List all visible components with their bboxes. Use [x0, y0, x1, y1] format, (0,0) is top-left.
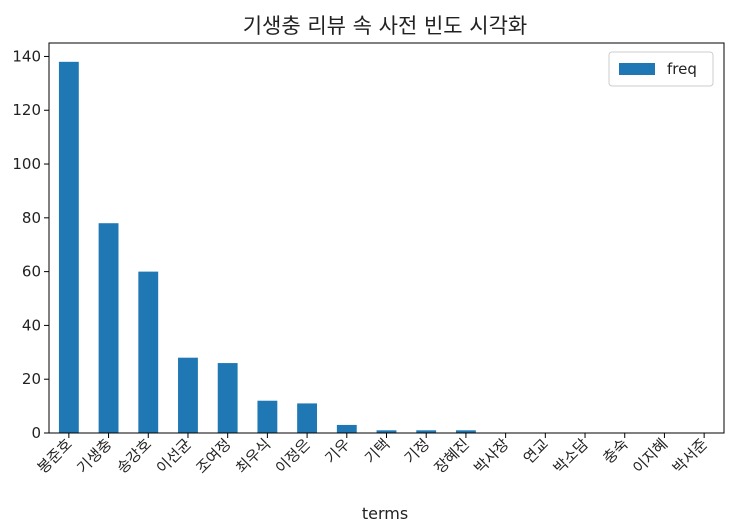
- legend-box: [608, 51, 714, 87]
- y-tick-label-1: 20: [22, 370, 41, 388]
- bar-4: [217, 363, 238, 433]
- bar-2: [138, 271, 159, 433]
- x-tick-label-1: 기생충: [73, 435, 115, 477]
- bar-6: [297, 403, 318, 433]
- bar-7: [336, 424, 357, 433]
- x-tick-label-4: 조여정: [192, 435, 234, 477]
- y-tick-label-7: 140: [12, 47, 41, 65]
- x-tick-label-3: 이선균: [153, 435, 195, 477]
- plot-frame: [48, 42, 725, 434]
- bar-10: [455, 430, 476, 433]
- x-tick-label-5: 최우식: [232, 435, 274, 477]
- x-tick-label-13: 박소담: [550, 435, 592, 477]
- bar-5: [257, 400, 278, 433]
- y-tick-label-2: 40: [22, 316, 41, 334]
- x-tick-label-9: 기정: [401, 435, 433, 467]
- x-tick-label-11: 박사장: [470, 435, 512, 477]
- x-tick-label-12: 연교: [520, 435, 552, 467]
- x-tick-label-10: 장혜진: [431, 435, 473, 477]
- bar-8: [376, 430, 397, 433]
- y-tick-label-3: 60: [22, 263, 41, 281]
- legend-label-freq: freq: [667, 60, 697, 78]
- legend: freq: [608, 51, 714, 87]
- x-tick-label-2: 송강호: [113, 435, 155, 477]
- chart-title: 기생충 리뷰 속 사전 빈도 시각화: [243, 14, 528, 38]
- bar-3: [178, 357, 198, 433]
- x-axis-label: terms: [362, 504, 408, 523]
- bar-1: [98, 223, 119, 433]
- y-tick-label-4: 80: [22, 209, 41, 227]
- x-tick-label-16: 박서준: [669, 435, 711, 477]
- y-tick-label-0: 0: [31, 424, 41, 442]
- x-tick-label-14: 충숙: [599, 435, 631, 467]
- x-tick-label-6: 이정은: [272, 435, 314, 477]
- y-axis: 0 20 40 60 80 100 120 140: [12, 47, 49, 442]
- x-tick-label-15: 이지혜: [629, 435, 671, 477]
- x-tick-label-8: 기택: [361, 435, 393, 467]
- y-tick-label-5: 100: [12, 155, 41, 173]
- y-tick-label-6: 120: [12, 101, 41, 119]
- bar-9: [416, 430, 437, 433]
- legend-swatch-freq: [619, 63, 655, 75]
- bars-group: [58, 61, 476, 433]
- x-tick-label-7: 기우: [321, 435, 353, 467]
- bar-0: [58, 61, 79, 433]
